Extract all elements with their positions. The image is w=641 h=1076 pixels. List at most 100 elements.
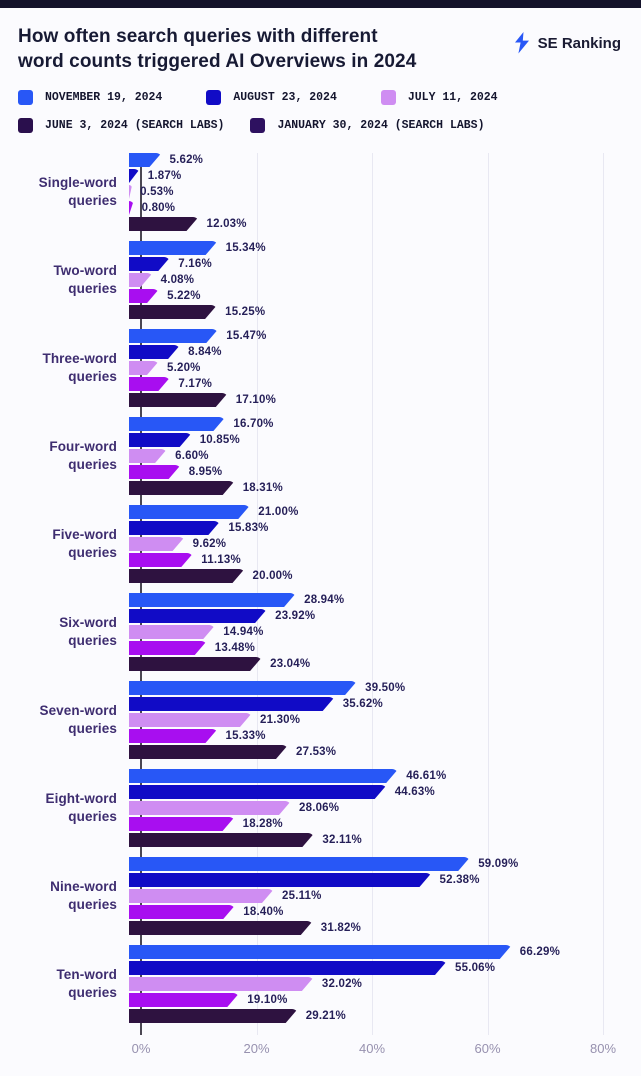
legend-item-label: JULY 11, 2024: [407, 91, 498, 104]
bar-june-3-2024-search-labs-: [129, 817, 235, 831]
bar-july-11-2024: [129, 273, 153, 287]
bar-row: 28.94%: [129, 593, 641, 607]
bar-value-label: 12.03%: [206, 218, 247, 230]
bar-june-3-2024-search-labs-: [129, 377, 170, 391]
bar-july-11-2024: [129, 713, 252, 727]
bar-row: 21.00%: [129, 505, 641, 519]
category-label-line-2: queries: [68, 457, 117, 472]
bar-row: 66.29%: [129, 945, 641, 959]
category-group: Seven-word queries 39.50% 35.62% 21.30% 15.33…: [0, 681, 641, 759]
bar-row: 23.92%: [129, 609, 641, 623]
bar-january-30-2024-search-labs-: [129, 745, 288, 759]
bar-row: 32.11%: [129, 833, 641, 847]
bar-value-label: 8.84%: [188, 346, 222, 358]
x-tick-label: 20%: [243, 1041, 270, 1056]
bar-value-label: 10.85%: [199, 434, 240, 446]
bar-value-label: 21.00%: [258, 506, 299, 518]
bar-july-11-2024: [129, 801, 291, 815]
category-label-line-2: queries: [68, 633, 117, 648]
bar-value-label: 21.30%: [260, 714, 301, 726]
bar-value-label: 59.09%: [478, 858, 519, 870]
legend-item-label: AUGUST 23, 2024: [233, 91, 337, 104]
bar-value-label: 5.20%: [167, 362, 201, 374]
category-group: Single-word queries 5.62% 1.87% 0.53% 0.80% 12…: [0, 153, 641, 231]
bar-row: 18.31%: [129, 481, 641, 495]
bar-value-label: 16.70%: [233, 418, 274, 430]
bar-january-30-2024-search-labs-: [129, 217, 199, 231]
bar-row: 59.09%: [129, 857, 641, 871]
bar-june-3-2024-search-labs-: [129, 641, 207, 655]
bar-value-label: 32.02%: [321, 978, 363, 990]
category-label-line-1: Five-word: [52, 527, 117, 542]
category-label: Nine-word queries: [0, 878, 129, 914]
bar-value-label: 8.95%: [188, 466, 223, 478]
legend-swatch: [380, 90, 396, 105]
category-group: Eight-word queries 46.61% 44.63% 28.06% 18.28…: [0, 769, 641, 847]
bar-group: 66.29% 55.06% 32.02% 19.10% 29.21%: [129, 945, 641, 1023]
chart-legend: NOVEMBER 19, 2024 AUGUST 23, 2024 JULY 11,…: [18, 90, 623, 133]
bar-value-label: 15.33%: [225, 730, 266, 742]
bar-row: 13.48%: [129, 641, 641, 655]
bar-row: 15.34%: [129, 241, 641, 255]
bar-value-label: 6.60%: [175, 450, 209, 462]
category-label: Six-word queries: [0, 614, 129, 650]
bar-value-label: 25.11%: [282, 890, 322, 902]
brand-name: SE Ranking: [537, 34, 621, 52]
bar-row: 6.60%: [129, 449, 641, 463]
bar-value-label: 23.04%: [270, 658, 311, 670]
bar-row: 31.82%: [129, 921, 641, 935]
category-label-line-1: Ten-word: [56, 967, 117, 982]
page-title-line-2: word counts triggered AI Overviews in 20…: [18, 51, 417, 72]
bar-row: 44.63%: [129, 785, 641, 799]
bar-group: 46.61% 44.63% 28.06% 18.28% 32.11%: [129, 769, 641, 847]
bar-august-23-2024: [129, 609, 267, 623]
bar-august-23-2024: [129, 433, 192, 447]
bar-row: 4.08%: [129, 273, 641, 287]
category-label-line-1: Eight-word: [45, 791, 117, 806]
x-tick-label: 40%: [358, 1041, 386, 1056]
bar-value-label: 19.10%: [247, 994, 288, 1006]
bar-july-11-2024: [129, 889, 274, 903]
bar-row: 23.04%: [129, 657, 641, 671]
legend-item: AUGUST 23, 2024: [206, 90, 337, 105]
bar-value-label: 17.10%: [235, 394, 277, 406]
category-group: Six-word queries 28.94% 23.92% 14.94% 13.48% 2…: [0, 593, 641, 671]
category-label-line-2: queries: [68, 545, 117, 560]
bar-value-label: 44.63%: [394, 786, 435, 798]
bar-august-23-2024: [129, 345, 180, 359]
category-group: Three-word queries 15.47% 8.84% 5.20% 7.17% 17…: [0, 329, 641, 407]
bar-august-23-2024: [129, 169, 140, 183]
legend-item: JANUARY 30, 2024 (SEARCH LABS): [250, 118, 484, 133]
bar-value-label: 52.38%: [439, 874, 480, 886]
bar-row: 5.20%: [129, 361, 641, 375]
category-label: Four-word queries: [0, 438, 129, 474]
bar-june-3-2024-search-labs-: [129, 201, 134, 215]
top-accent-bar: [0, 0, 641, 8]
bar-november-19-2024: [129, 593, 296, 607]
bar-value-label: 11.13%: [201, 554, 241, 566]
category-label: Single-word queries: [0, 174, 129, 210]
bar-november-19-2024: [129, 945, 512, 959]
bar-january-30-2024-search-labs-: [129, 921, 313, 935]
gridline: [372, 153, 373, 1035]
bar-value-label: 27.53%: [296, 746, 337, 758]
bar-row: 9.62%: [129, 537, 641, 551]
category-label-line-2: queries: [68, 193, 117, 208]
category-group: Five-word queries 21.00% 15.83% 9.62% 11.13% 2…: [0, 505, 641, 583]
bar-january-30-2024-search-labs-: [129, 1009, 298, 1023]
category-label-line-1: Four-word: [49, 439, 117, 454]
bar-july-11-2024: [129, 537, 185, 551]
bar-november-19-2024: [129, 153, 162, 167]
bar-row: 0.80%: [129, 201, 641, 215]
category-group: Nine-word queries 59.09% 52.38% 25.11% 18.40%…: [0, 857, 641, 935]
bar-row: 20.00%: [129, 569, 641, 583]
legend-item: NOVEMBER 19, 2024: [18, 90, 162, 105]
bar-value-label: 28.06%: [299, 802, 340, 814]
bar-value-label: 7.17%: [178, 378, 212, 390]
legend-item-label: JUNE 3, 2024 (SEARCH LABS): [45, 119, 225, 132]
bar-november-19-2024: [129, 769, 398, 783]
category-label-line-2: queries: [68, 281, 117, 296]
bar-august-23-2024: [129, 257, 170, 271]
bar-july-11-2024: [129, 625, 215, 639]
